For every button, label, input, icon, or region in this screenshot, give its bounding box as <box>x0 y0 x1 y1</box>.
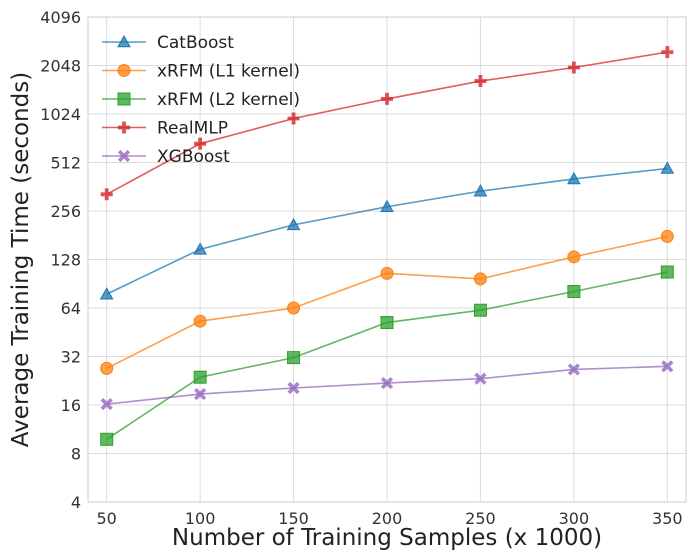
x-tick-label: 150 <box>278 509 309 528</box>
data-point-xrfm-l2-kernel <box>380 316 394 330</box>
data-point-xrfm-l2-kernel <box>473 303 487 317</box>
y-tick-label: 16 <box>61 396 81 415</box>
data-point-xrfm-l2-kernel <box>567 285 581 299</box>
data-point-xrfm-l1-kernel <box>567 250 581 264</box>
data-point-realmlp <box>194 137 207 150</box>
data-point-catboost <box>99 287 114 300</box>
data-point-xrfm-l1-kernel <box>100 361 114 375</box>
data-point-xgboost <box>474 372 487 385</box>
data-point-realmlp <box>474 75 487 88</box>
y-tick-label: 1024 <box>40 105 81 124</box>
y-tick-label: 256 <box>50 202 81 221</box>
legend-marker-realmlp <box>118 121 130 134</box>
data-point-realmlp <box>567 61 580 74</box>
legend-marker-catboost <box>117 34 131 48</box>
legend-label: xRFM (L1 kernel) <box>157 62 300 82</box>
y-tick-label: 512 <box>50 154 81 173</box>
data-point-catboost <box>380 199 394 213</box>
data-point-xgboost <box>194 388 207 401</box>
y-tick-label: 32 <box>61 348 81 367</box>
data-point-catboost <box>286 217 301 231</box>
legend-label: RealMLP <box>157 119 228 139</box>
legend-marker-xgboost <box>117 149 131 163</box>
plot-frame <box>87 16 687 503</box>
data-point-realmlp <box>287 112 300 125</box>
y-tick-label: 4096 <box>40 8 81 27</box>
data-point-xgboost <box>661 360 674 373</box>
data-point-catboost <box>660 161 675 174</box>
y-tick-label: 2048 <box>40 57 81 76</box>
data-point-realmlp <box>381 92 393 105</box>
data-point-xgboost <box>100 398 113 411</box>
data-point-xrfm-l1-kernel <box>473 272 487 286</box>
data-point-xrfm-l1-kernel <box>380 266 394 280</box>
y-tick-label: 8 <box>71 445 81 464</box>
x-tick-label: 50 <box>97 509 117 528</box>
y-tick-label: 4 <box>71 493 81 512</box>
data-point-xrfm-l1-kernel <box>287 301 301 315</box>
legend-marker-xrfm-l2-kernel <box>117 92 131 106</box>
x-tick-label: 100 <box>185 509 216 528</box>
y-axis-label: Average Training Time (seconds) <box>8 72 34 447</box>
data-point-catboost <box>567 171 581 185</box>
data-point-catboost <box>473 184 488 197</box>
data-point-xrfm-l2-kernel <box>660 265 674 279</box>
data-point-xgboost <box>287 381 300 395</box>
data-point-realmlp <box>661 46 674 59</box>
data-point-xrfm-l2-kernel <box>193 370 207 384</box>
data-point-xrfm-l1-kernel <box>193 314 207 328</box>
legend-label: CatBoost <box>157 33 234 53</box>
y-tick-label: 128 <box>50 251 81 270</box>
x-tick-label: 350 <box>652 509 683 528</box>
legend-label: XGBoost <box>157 147 230 167</box>
data-point-xgboost <box>567 363 580 376</box>
legend-marker-xrfm-l1-kernel <box>117 64 131 77</box>
data-point-xrfm-l1-kernel <box>660 229 674 243</box>
x-tick-label: 250 <box>465 509 496 528</box>
data-point-xgboost <box>380 376 394 390</box>
data-point-realmlp <box>100 188 113 201</box>
data-point-catboost <box>193 242 207 255</box>
x-tick-label: 300 <box>559 509 590 528</box>
y-tick-label: 64 <box>61 299 81 318</box>
data-point-xrfm-l2-kernel <box>100 432 114 446</box>
legend-label: xRFM (L2 kernel) <box>157 90 300 110</box>
data-point-xrfm-l2-kernel <box>287 351 301 365</box>
x-tick-label: 200 <box>372 509 403 528</box>
x-axis-label: Number of Training Samples (x 1000) <box>172 525 602 551</box>
